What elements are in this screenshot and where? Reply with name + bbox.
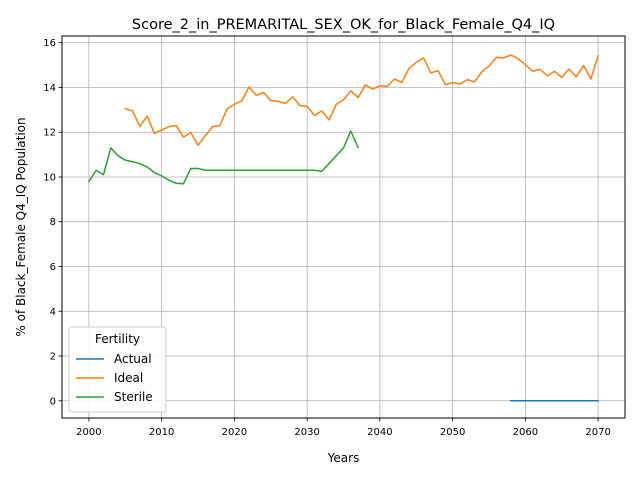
x-tick-label: 2060: [513, 427, 538, 438]
y-tick-label: 12: [43, 128, 56, 139]
x-axis-label: Years: [327, 451, 360, 465]
y-tick-label: 14: [43, 83, 56, 94]
x-tick-label: 2070: [585, 427, 610, 438]
x-tick-label: 2010: [149, 427, 174, 438]
plot-area-frame: [61, 35, 626, 419]
axis-ticks: 2000 2010 2020 2030 2040 2050 2060 2070 0 2 4 6 8 10 1…: [43, 38, 611, 438]
y-tick-label: 4: [50, 307, 56, 318]
legend-title: Fertility: [95, 332, 140, 346]
y-tick-label: 0: [50, 396, 56, 407]
y-tick-label: 2: [50, 352, 56, 363]
legend-label-ideal: Ideal: [114, 371, 143, 385]
x-tick-label: 2000: [76, 427, 101, 438]
series-line-sterile: [87, 130, 360, 185]
series-lines: [87, 54, 600, 402]
legend-entries: Actual Ideal Sterile: [76, 352, 153, 404]
x-tick-label: 2030: [294, 427, 319, 438]
series-line-ideal: [124, 54, 600, 146]
y-tick-label: 10: [43, 172, 56, 183]
legend-label-sterile: Sterile: [114, 390, 153, 404]
y-axis-label: % of Black_Female Q4_IQ Population: [14, 117, 28, 336]
legend-label-actual: Actual: [114, 352, 152, 366]
y-tick-label: 16: [43, 38, 56, 49]
x-tick-label: 2020: [222, 427, 247, 438]
y-tick-label: 8: [50, 217, 56, 228]
legend: Fertility Actual Ideal Sterile: [68, 326, 167, 413]
y-tick-label: 6: [50, 262, 56, 273]
chart-title: Score_2_in_PREMARITAL_SEX_OK_for_Black_F…: [132, 17, 555, 33]
legend-box: [68, 326, 167, 413]
x-tick-label: 2050: [440, 427, 465, 438]
x-tick-label: 2040: [367, 427, 392, 438]
